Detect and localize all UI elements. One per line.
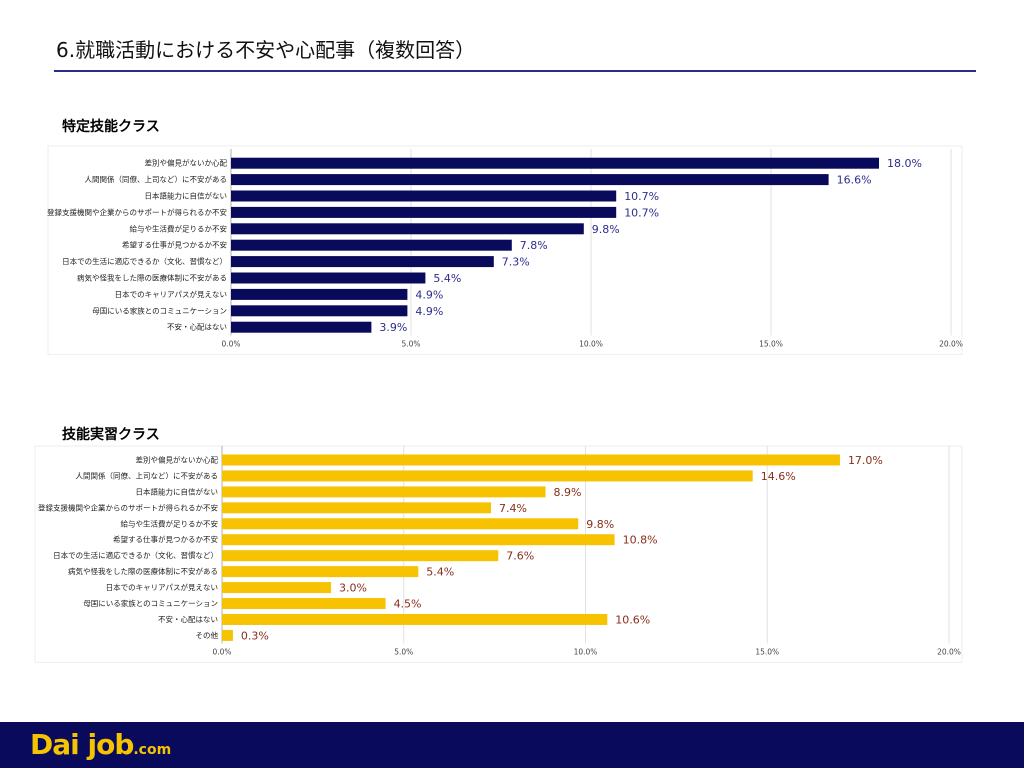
chart-1-category-label: 登録支援機関や企業からのサポートが得られるか不安 (47, 207, 227, 217)
chart-2-value-label: 10.8% (623, 534, 658, 547)
chart-2-value-label: 8.9% (554, 486, 582, 499)
chart-1-tick-label: 15.0% (759, 339, 783, 348)
chart-2-bar (222, 629, 233, 641)
chart-2-value-label: 0.3% (241, 629, 269, 642)
chart-1-value-label: 10.7% (624, 190, 659, 203)
chart-1-value-label: 5.4% (433, 272, 461, 285)
chart-1-category-label: 日本でのキャリアパスが見えない (115, 289, 227, 299)
chart-2-tick-label: 0.0% (212, 647, 231, 656)
chart-1-value-label: 18.0% (887, 157, 922, 170)
chart-1-category-label: 日本語能力に自信がない (145, 191, 228, 201)
chart-1-category-label: 母国にいる家族とのコミュニケーション (92, 305, 227, 315)
logo-suffix: .com (133, 742, 172, 758)
chart-2-category-label: 母国にいる家族とのコミュニケーション (83, 598, 218, 608)
chart-2-tick-label: 15.0% (755, 647, 779, 656)
chart-1-value-label: 7.8% (520, 239, 548, 252)
logo-text: Dai job (30, 728, 134, 761)
chart-1-value-label: 7.3% (502, 256, 530, 269)
chart-2-bar (222, 566, 419, 578)
chart-1-panel (47, 145, 963, 355)
chart-1-category-label: 病気や怪我をした際の医療体制に不安がある (77, 273, 227, 283)
chart-1-bar (231, 288, 408, 300)
chart-1-value-label: 3.9% (379, 321, 407, 334)
chart-1: 0.0% 5.0% 10.0% 15.0% 20.0% 差別や偏見がないか心配 18.0% 人… (47, 145, 963, 355)
chart-2-category-label: 差別や偏見がないか心配 (136, 454, 219, 464)
daijob-logo[interactable]: Dai job.com (30, 728, 171, 761)
chart-1-bar (231, 321, 372, 333)
chart-1-title: 特定技能クラス (62, 119, 160, 135)
chart-1-bar (231, 223, 584, 235)
chart-2-tick-label: 20.0% (937, 647, 961, 656)
chart-2-category-label: 登録支援機関や企業からのサポートが得られるか不安 (38, 502, 218, 512)
chart-2-tick-label: 10.0% (574, 647, 598, 656)
chart-1-category-label: 給与や生活費が足りるか不安 (130, 223, 228, 233)
chart-1-category-label: 人間関係（同僚、上司など）に不安がある (85, 174, 228, 184)
chart-2-category-label: 希望する仕事が見つかるか不安 (113, 534, 218, 544)
chart-2-title: 技能実習クラス (62, 427, 160, 443)
chart-1-tick-label: 5.0% (401, 339, 420, 348)
chart-2-category-label: 日本での生活に適応できるか（文化、習慣など） (53, 550, 218, 560)
chart-2-bar (222, 518, 579, 530)
chart-2-category-label: 不安・心配はない (158, 614, 218, 624)
chart-1-value-label: 10.7% (624, 206, 659, 219)
chart-2-bar (222, 534, 615, 546)
chart-1-category-label: 希望する仕事が見つかるか不安 (122, 240, 227, 250)
chart-2-value-label: 17.0% (848, 454, 883, 467)
chart-2-bar (222, 550, 499, 562)
chart-2-bar (222, 470, 753, 482)
chart-2-category-label: 人間関係（同僚、上司など）に不安がある (76, 470, 219, 480)
chart-2-bar (222, 582, 332, 594)
chart-1-tick-label: 0.0% (221, 339, 240, 348)
chart-1-category-label: 差別や偏見がないか心配 (145, 158, 228, 168)
chart-2-tick-label: 5.0% (394, 647, 413, 656)
chart-2-value-label: 4.5% (394, 598, 422, 611)
chart-1-bar (231, 157, 879, 169)
chart-2-value-label: 3.0% (339, 582, 367, 595)
chart-2-category-label: 日本語能力に自信がない (136, 486, 219, 496)
chart-2-category-label: 病気や怪我をした際の医療体制に不安がある (68, 566, 218, 576)
title-divider (54, 70, 976, 72)
chart-1-bar (231, 206, 617, 218)
chart-1-bar (231, 174, 829, 186)
chart-2: 0.0% 5.0% 10.0% 15.0% 20.0% 差別や偏見がないか心配 17.0% 人… (34, 445, 963, 663)
chart-1-bar (231, 305, 408, 317)
chart-2-bar (222, 613, 608, 625)
chart-2-bar (222, 598, 386, 610)
chart-1-value-label: 4.9% (415, 305, 443, 318)
footer-bar: Dai job.com (0, 722, 1024, 768)
chart-2-value-label: 7.4% (499, 502, 527, 515)
chart-2-panel (34, 445, 963, 663)
chart-1-tick-label: 10.0% (579, 339, 603, 348)
chart-2-value-label: 7.6% (506, 550, 534, 563)
chart-1-bar (231, 190, 617, 202)
chart-2-bar (222, 502, 491, 514)
chart-2-category-label: 給与や生活費が足りるか不安 (121, 518, 219, 528)
chart-2-value-label: 14.6% (761, 470, 796, 483)
chart-2-value-label: 5.4% (426, 566, 454, 579)
chart-2-value-label: 10.6% (615, 613, 650, 626)
chart-2-category-label: その他 (196, 630, 219, 640)
chart-1-value-label: 16.6% (837, 174, 872, 187)
chart-1-bar (231, 272, 426, 284)
chart-1-value-label: 4.9% (415, 288, 443, 301)
chart-2-bar (222, 454, 840, 466)
chart-2-value-label: 9.8% (586, 518, 614, 531)
chart-1-tick-label: 20.0% (939, 339, 963, 348)
chart-1-bar (231, 239, 512, 251)
chart-1-category-label: 日本での生活に適応できるか（文化、習慣など） (62, 256, 227, 266)
chart-1-bar (231, 256, 494, 268)
chart-1-value-label: 9.8% (592, 223, 620, 236)
chart-2-category-label: 日本でのキャリアパスが見えない (106, 582, 218, 592)
chart-1-category-label: 不安・心配はない (167, 322, 227, 332)
page-title: 6.就職活動における不安や心配事（複数回答） (56, 38, 476, 62)
chart-2-bar (222, 486, 546, 498)
